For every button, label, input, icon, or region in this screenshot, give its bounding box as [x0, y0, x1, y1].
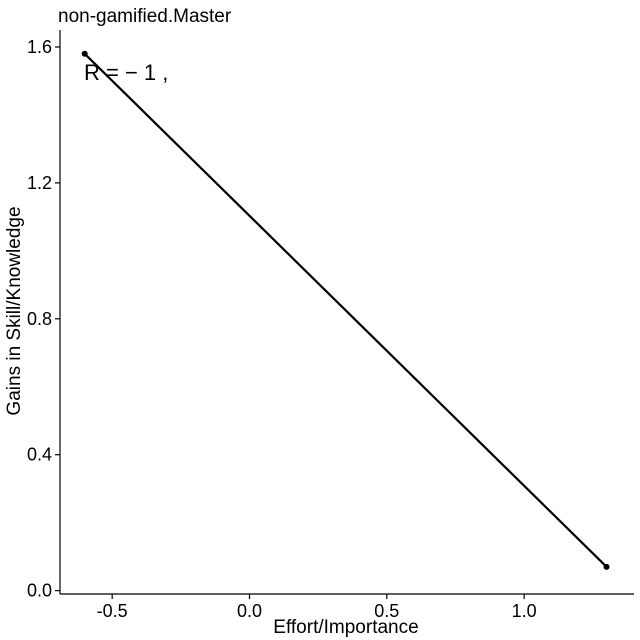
- series-group: [81, 50, 610, 570]
- x-tick-label: 0.0: [237, 601, 262, 621]
- y-tick-label: 0.0: [27, 581, 52, 601]
- data-point: [81, 50, 88, 57]
- x-axis-title: Effort/Importance: [273, 617, 418, 638]
- y-tick-label: 1.6: [27, 37, 52, 57]
- regression-line: [83, 52, 608, 568]
- data-point: [603, 563, 610, 570]
- y-axis-title: Gains in Skill/Knowledge: [4, 206, 25, 415]
- y-tick-label: 0.8: [27, 309, 52, 329]
- correlation-annotation: R = − 1 ,: [84, 60, 168, 85]
- x-tick-label: 1.0: [512, 601, 537, 621]
- y-ticks: 0.0 0.4 0.8 1.2 1.6: [27, 37, 60, 601]
- y-tick-label: 1.2: [27, 173, 52, 193]
- x-tick-label: -0.5: [97, 601, 128, 621]
- axes: [59, 30, 634, 595]
- x-tick-label: 0.5: [374, 601, 399, 621]
- x-ticks: -0.5 0.0 0.5 1.0: [97, 594, 537, 621]
- y-tick-label: 0.4: [27, 445, 52, 465]
- chart-title: non-gamified.Master: [58, 6, 232, 27]
